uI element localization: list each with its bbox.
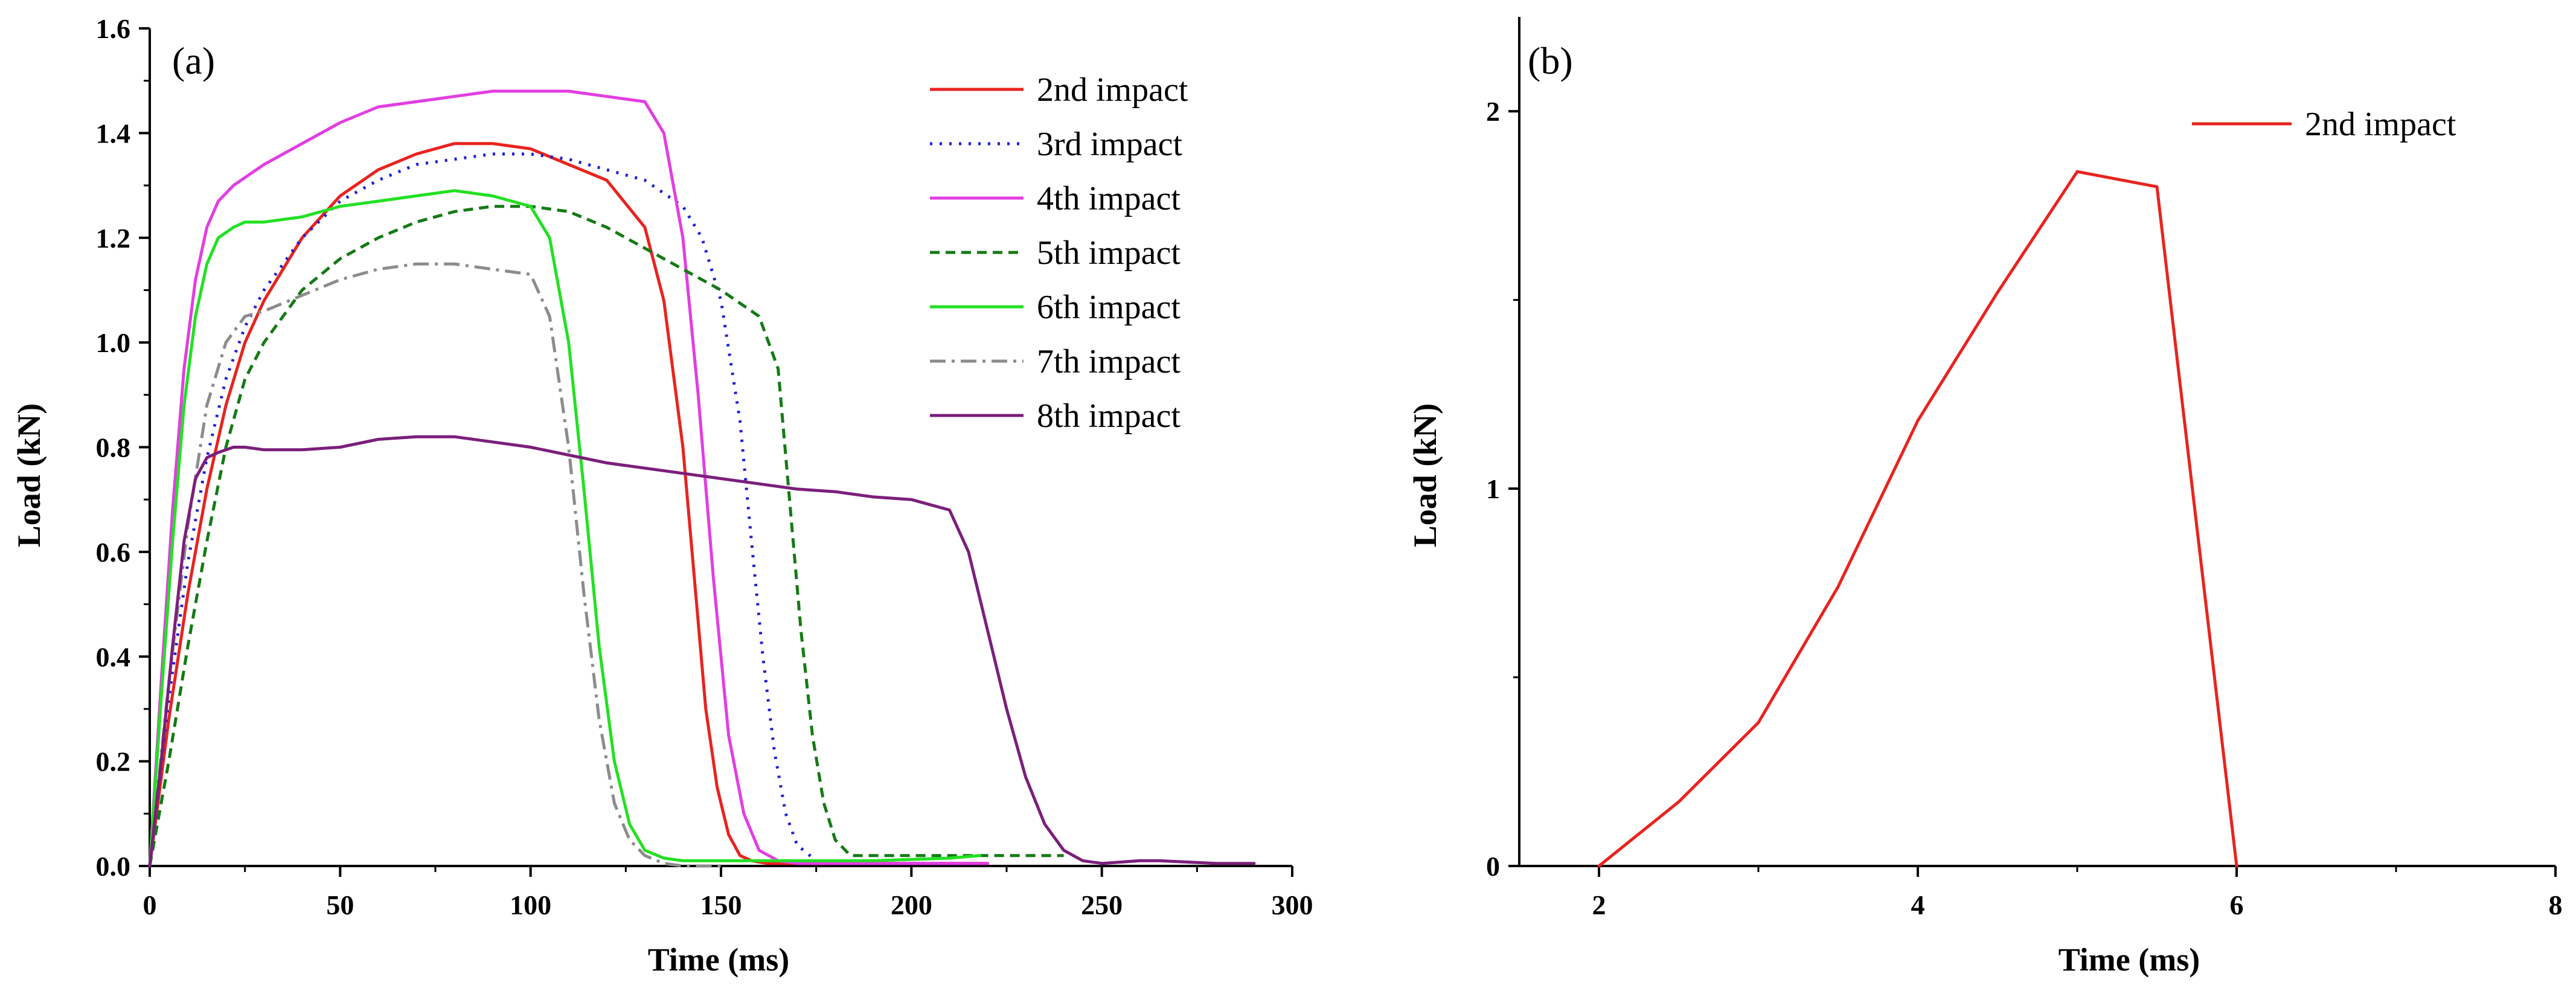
panel-a-y-tick-label: 1.2 bbox=[96, 223, 131, 254]
panel-b-axis-lines bbox=[1518, 17, 2555, 867]
panel-a-y-tick-label: 1.0 bbox=[96, 327, 131, 358]
panel-a-series-line-2 bbox=[148, 152, 988, 867]
panel-a-series-line-5 bbox=[148, 189, 982, 868]
panel-b-y-tick-label: 0 bbox=[1486, 851, 1500, 882]
panel-b-axes: 2 4 6 8 0 1 2 bbox=[1486, 17, 2563, 920]
panel-a-y-tick-label: 0.8 bbox=[96, 432, 131, 463]
panel-a-y-tick-label: 0.2 bbox=[96, 746, 131, 777]
panel-b-x-axis-label: Time (ms) bbox=[2059, 941, 2200, 978]
panel-a-legend-label: 4th impact bbox=[1037, 180, 1181, 217]
panel-a-legend-label: 5th impact bbox=[1037, 234, 1181, 272]
panel-a-x-tick-label: 50 bbox=[326, 890, 354, 920]
panel-a-series-line-7 bbox=[148, 435, 1256, 868]
panel-a-series bbox=[148, 89, 1256, 868]
panel-a-y-tick-label: 0.0 bbox=[96, 851, 131, 882]
panel-b-y-axis-label: Load (kN) bbox=[1407, 403, 1443, 548]
panel-b-legend-label: 2nd impact bbox=[2305, 106, 2456, 143]
panel-b-series-line-1 bbox=[1597, 170, 2238, 868]
panel-a-legend-label: 2nd impact bbox=[1037, 71, 1188, 109]
panel-a-axes: 0 50 100 150 200 250 300 0.0 0.2 0.4 0.6 0.8 1.0 1.2 1… bbox=[96, 13, 1313, 920]
panel-a-series-line-4 bbox=[148, 205, 1064, 867]
panel-b: (b) 2 4 6 8 0 1 2 2nd impact Time (ms) Load (k… bbox=[1407, 17, 2563, 978]
panel-a-legend: 2nd impact 3rd impact 4th impact 5th impact… bbox=[930, 71, 1188, 435]
panel-b-x-tick-label: 4 bbox=[1911, 890, 1925, 920]
panel-a-x-tick-label: 300 bbox=[1272, 890, 1313, 920]
panel-a-x-tick-label: 0 bbox=[143, 890, 157, 920]
panel-a-series-line-1 bbox=[148, 142, 989, 868]
panel-a-series-line-6 bbox=[148, 262, 721, 868]
panel-a-y-tick-label: 1.6 bbox=[96, 13, 131, 44]
panel-a-x-tick-label: 100 bbox=[510, 890, 551, 920]
panel-a-series-line-3 bbox=[148, 89, 989, 868]
panel-b-x-tick-label: 8 bbox=[2549, 890, 2563, 920]
panel-a-y-tick-label: 0.6 bbox=[96, 537, 131, 568]
panel-a-legend-label: 3rd impact bbox=[1037, 126, 1182, 163]
panel-a-y-tick-label: 0.4 bbox=[96, 641, 131, 672]
panel-a-legend-label: 8th impact bbox=[1037, 397, 1181, 435]
panel-a-x-tick-label: 200 bbox=[891, 890, 932, 920]
panel-a-y-axis-label: Load (kN) bbox=[11, 403, 47, 548]
panel-a-label: (a) bbox=[172, 39, 215, 82]
panel-b-x-tick-label: 6 bbox=[2230, 890, 2244, 920]
panel-b-label: (b) bbox=[1528, 39, 1573, 82]
panel-b-legend: 2nd impact bbox=[2192, 106, 2456, 143]
panel-a-legend-label: 6th impact bbox=[1037, 289, 1181, 326]
panel-a-legend-label: 7th impact bbox=[1037, 343, 1181, 380]
panel-b-x-tick-label: 2 bbox=[1592, 890, 1606, 920]
panel-a-x-tick-label: 150 bbox=[700, 890, 742, 920]
panel-a-x-axis-label: Time (ms) bbox=[648, 941, 789, 978]
panel-b-y-tick-label: 2 bbox=[1486, 96, 1500, 127]
panel-b-y-tick-label: 1 bbox=[1486, 473, 1500, 504]
panel-a: (a) 0 50 100 150 200 250 300 0.0 0.2 0.4 0.6 0.8 1.0… bbox=[11, 13, 1313, 978]
panel-a-x-tick-label: 250 bbox=[1081, 890, 1123, 920]
panel-a-y-tick-label: 1.4 bbox=[96, 118, 131, 149]
panel-b-series bbox=[1597, 170, 2238, 868]
